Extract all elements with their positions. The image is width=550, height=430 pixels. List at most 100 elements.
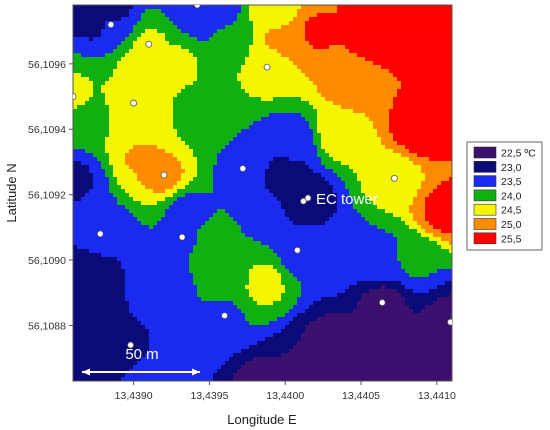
contour-cell <box>445 117 450 122</box>
contour-cell <box>333 49 338 54</box>
contour-cell <box>433 53 438 58</box>
contour-cell <box>381 177 386 182</box>
contour-cell <box>433 169 438 174</box>
contour-cell <box>181 185 186 190</box>
contour-cell <box>237 117 242 122</box>
contour-cell <box>233 65 238 70</box>
contour-cell <box>101 81 106 86</box>
contour-cell <box>373 113 378 118</box>
contour-cell <box>357 145 362 150</box>
contour-cell <box>85 97 90 102</box>
contour-cell <box>209 209 214 214</box>
contour-cell <box>361 141 366 146</box>
contour-cell <box>349 57 354 62</box>
contour-cell <box>109 133 114 138</box>
contour-cell <box>185 25 190 30</box>
contour-cell <box>397 193 402 198</box>
contour-cell <box>113 33 118 38</box>
contour-cell <box>449 77 452 82</box>
contour-cell <box>369 197 374 202</box>
contour-cell <box>205 29 210 34</box>
contour-cell <box>313 153 318 158</box>
contour-cell <box>145 209 150 214</box>
contour-cell <box>225 197 230 202</box>
contour-cell <box>181 13 186 18</box>
contour-cell <box>425 53 430 58</box>
contour-cell <box>333 125 338 130</box>
contour-cell <box>337 81 342 86</box>
contour-cell <box>309 165 314 170</box>
contour-cell <box>141 173 146 178</box>
contour-cell <box>277 161 282 166</box>
contour-cell <box>437 113 442 118</box>
contour-cell <box>165 53 170 58</box>
contour-cell <box>293 145 298 150</box>
contour-cell <box>177 77 182 82</box>
contour-cell <box>229 37 234 42</box>
contour-cell <box>253 197 258 202</box>
contour-cell <box>397 45 402 50</box>
contour-cell <box>437 89 442 94</box>
contour-cell <box>201 137 206 142</box>
contour-cell <box>261 97 266 102</box>
contour-cell <box>405 13 410 18</box>
contour-cell <box>373 73 378 78</box>
contour-cell <box>85 21 90 26</box>
contour-cell <box>165 125 170 130</box>
contour-cell <box>321 145 326 150</box>
contour-cell <box>113 21 118 26</box>
contour-cell <box>377 137 382 142</box>
contour-cell <box>209 49 214 54</box>
contour-cell <box>113 61 118 66</box>
contour-cell <box>365 141 370 146</box>
contour-cell <box>329 101 334 106</box>
contour-cell <box>293 41 298 46</box>
contour-cell <box>293 181 298 186</box>
contour-cell <box>413 89 418 94</box>
contour-cell <box>217 109 222 114</box>
contour-cell <box>349 145 354 150</box>
contour-cell <box>441 93 446 98</box>
contour-cell <box>321 117 326 122</box>
contour-cell <box>253 113 258 118</box>
contour-cell <box>97 173 102 178</box>
contour-cell <box>249 85 254 90</box>
contour-cell <box>425 45 430 50</box>
contour-cell <box>425 109 430 114</box>
contour-cell <box>349 153 354 158</box>
contour-cell <box>169 65 174 70</box>
contour-cell <box>425 61 430 66</box>
contour-cell <box>293 185 298 190</box>
contour-cell <box>97 205 102 210</box>
contour-cell <box>157 213 162 218</box>
contour-cell <box>449 165 452 170</box>
contour-cell <box>277 97 282 102</box>
contour-cell <box>89 121 94 126</box>
contour-cell <box>365 105 370 110</box>
contour-cell <box>293 57 298 62</box>
contour-cell <box>397 169 402 174</box>
contour-cell <box>397 85 402 90</box>
contour-cell <box>393 49 398 54</box>
contour-cell <box>317 197 322 202</box>
contour-cell <box>257 113 262 118</box>
contour-cell <box>125 57 130 62</box>
contour-cell <box>433 197 438 202</box>
contour-cell <box>173 73 178 78</box>
contour-cell <box>385 101 390 106</box>
contour-cell <box>249 49 254 54</box>
contour-cell <box>301 141 306 146</box>
contour-cell <box>393 37 398 42</box>
contour-cell <box>217 37 222 42</box>
contour-cell <box>221 169 226 174</box>
contour-cell <box>389 189 394 194</box>
contour-cell <box>357 193 362 198</box>
contour-cell <box>265 85 270 90</box>
contour-cell <box>389 101 394 106</box>
contour-cell <box>161 161 166 166</box>
contour-cell <box>125 45 130 50</box>
contour-cell <box>117 161 122 166</box>
contour-cell <box>393 9 398 14</box>
contour-cell <box>421 81 426 86</box>
contour-cell <box>325 81 330 86</box>
